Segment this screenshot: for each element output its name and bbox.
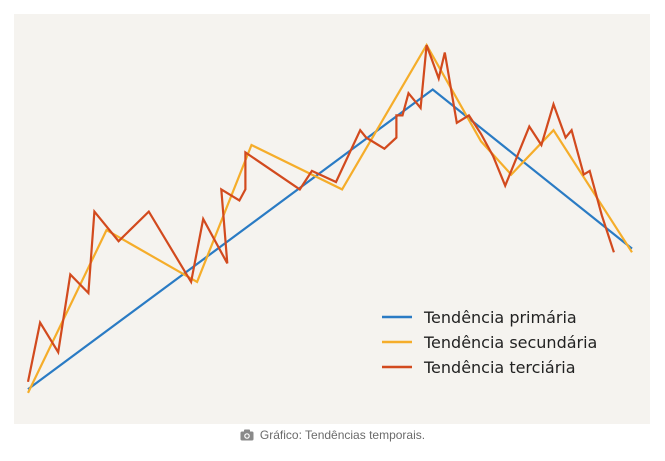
legend-label-3: Tendência terciária (423, 358, 576, 377)
legend: Tendência primária Tendência secundária Te… (382, 308, 597, 377)
trend-chart: Tendência primária Tendência secundária Te… (26, 42, 633, 394)
series-line-3 (26, 44, 615, 383)
series-line-2 (27, 42, 633, 394)
caption-text: Gráfico: Tendências temporais. (259, 428, 426, 442)
legend-label-1: Tendência primária (423, 308, 577, 327)
legend-label-2: Tendência secundária (423, 333, 597, 352)
camera-icon (240, 429, 254, 444)
chart-panel: Tendência primária Tendência secundária Te… (14, 14, 650, 424)
chart-caption: Gráfico: Tendências temporais. (0, 428, 665, 444)
series-line-1 (27, 88, 633, 391)
